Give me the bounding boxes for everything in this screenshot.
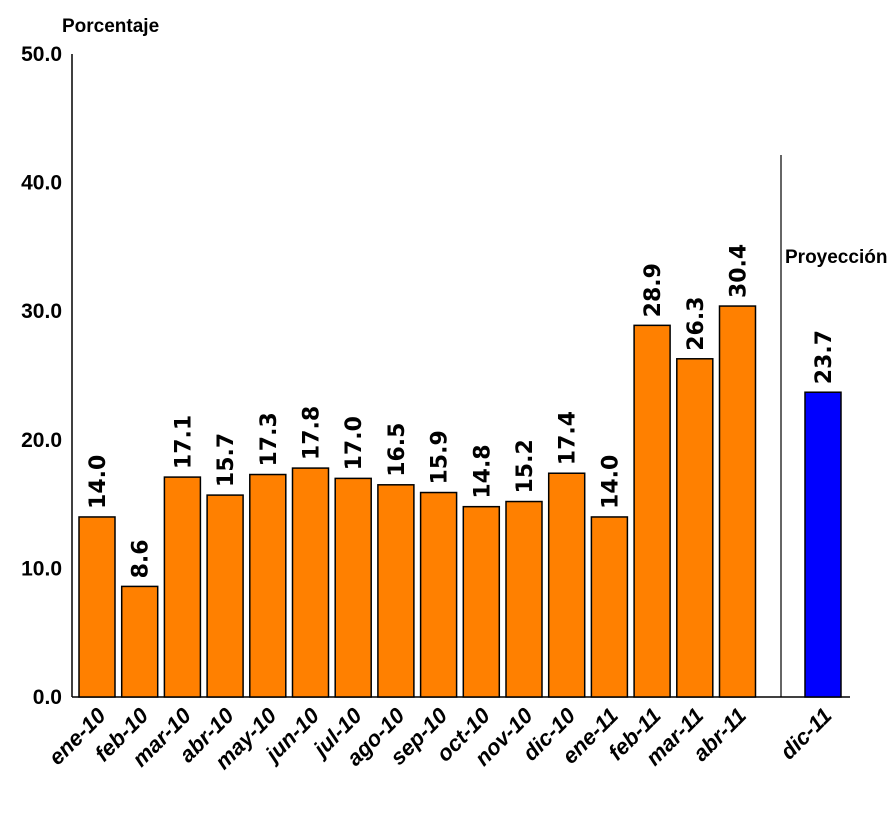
bar xyxy=(291,467,330,698)
y-tick-label: 40.0 xyxy=(21,172,62,195)
bar xyxy=(804,391,842,698)
bar-value-label: 14.0 xyxy=(86,455,111,509)
bar-value-label: 14.0 xyxy=(598,455,623,509)
y-tick-label: 0.0 xyxy=(33,686,62,709)
y-tick-label: 30.0 xyxy=(21,300,62,323)
bar xyxy=(334,477,372,698)
bar xyxy=(718,305,757,698)
bar-value-label: 26.3 xyxy=(684,297,709,351)
bar-value-label: 17.0 xyxy=(342,416,367,470)
bar xyxy=(547,472,586,698)
bar-value-label: 17.8 xyxy=(300,406,325,460)
bar-value-label: 28.9 xyxy=(641,263,666,317)
bar xyxy=(633,324,671,698)
bar xyxy=(676,358,714,698)
bar xyxy=(462,505,501,698)
bar-value-label: 15.7 xyxy=(214,433,239,487)
bars: 14.0ene-108.6feb-1017.1mar-1015.7abr-101… xyxy=(44,244,842,774)
bar-value-label: 14.8 xyxy=(470,444,495,498)
y-tick-label: 50.0 xyxy=(21,43,62,66)
bar xyxy=(163,476,202,698)
y-tick-label: 20.0 xyxy=(21,429,62,452)
bar-value-label: 8.6 xyxy=(129,539,154,578)
bar-value-label: 17.4 xyxy=(556,411,581,465)
bar-value-label: 17.1 xyxy=(171,415,196,469)
bar-value-label: 15.9 xyxy=(428,430,453,484)
bar xyxy=(419,491,458,698)
bar-value-label: 23.7 xyxy=(812,330,837,384)
bar xyxy=(120,585,159,698)
y-axis-label: Porcentaje xyxy=(62,16,159,37)
bar-value-label: 30.4 xyxy=(727,244,752,298)
y-tick-labels: 0.0 10.0 20.0 30.0 40.0 50.0 xyxy=(21,43,62,709)
bar xyxy=(377,484,415,698)
x-tick-label: dic-11 xyxy=(775,703,836,764)
bar xyxy=(590,516,629,698)
bar xyxy=(505,500,543,698)
bar-value-label: 17.3 xyxy=(257,412,282,466)
projection-label: Proyección xyxy=(785,247,887,268)
bar xyxy=(206,494,244,698)
bar xyxy=(78,516,116,698)
bar xyxy=(249,473,287,698)
bar-value-label: 15.2 xyxy=(513,439,538,493)
y-tick-label: 10.0 xyxy=(21,557,62,580)
bar-value-label: 16.5 xyxy=(385,423,410,477)
